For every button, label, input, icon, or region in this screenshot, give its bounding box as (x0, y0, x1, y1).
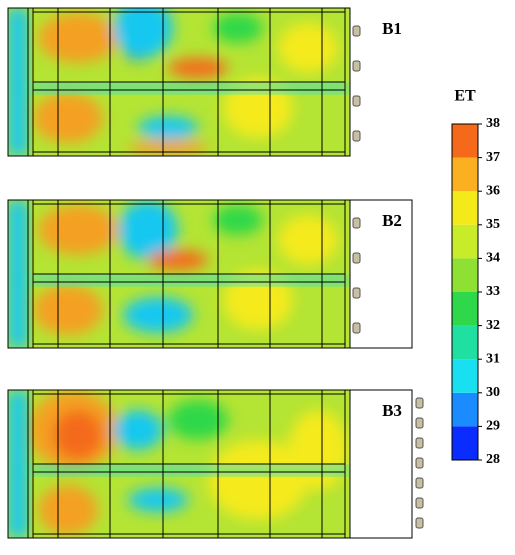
contour-panel: B3 (7, 389, 424, 539)
zone-outline (32, 471, 346, 535)
field-blob (168, 58, 228, 78)
field-blob (38, 485, 98, 535)
connector (352, 217, 361, 229)
contour-panel: B1 (7, 7, 402, 157)
field-blob (138, 116, 198, 140)
panel-label: B1 (382, 19, 402, 38)
field-blob (168, 400, 228, 440)
colorbar-tick-label: 35 (486, 217, 500, 232)
mid-strip (30, 276, 350, 285)
colorbar-band (452, 359, 478, 393)
connector (352, 60, 361, 72)
connector (352, 252, 361, 264)
connector (415, 497, 424, 509)
colorbar-band (452, 224, 478, 259)
mid-strip (30, 84, 350, 93)
colorbar-band (452, 325, 478, 360)
zone-outline (32, 281, 346, 345)
field-blob (38, 205, 118, 255)
field-blob (128, 488, 188, 512)
inlet-strip (8, 200, 28, 348)
connector (352, 95, 361, 107)
side-box (349, 389, 413, 539)
zone-outline (32, 11, 346, 83)
colorbar-tick-label: 36 (486, 183, 500, 198)
connector (415, 517, 424, 529)
field-blob (213, 13, 263, 43)
colorbar-tick-label: 33 (486, 284, 500, 299)
panel-label: B2 (382, 211, 402, 230)
field-blobs (28, 390, 348, 535)
contour-panel: B2 (7, 199, 413, 349)
connector (352, 322, 361, 334)
inlet-strip (8, 390, 28, 538)
connector (415, 477, 424, 489)
field-blob (208, 440, 308, 520)
field-blob (128, 140, 208, 156)
field-blob (53, 410, 103, 460)
colorbar-tick-label: 30 (486, 385, 500, 400)
colorbar-band (452, 258, 478, 292)
colorbar-band (452, 124, 478, 158)
connector (415, 437, 424, 449)
colorbar-tick-label: 32 (486, 318, 500, 333)
colorbar-tick-label: 38 (486, 116, 500, 131)
field-blob (213, 205, 263, 235)
field-blob (113, 410, 163, 450)
panel-frame (7, 199, 351, 349)
field-blob (113, 8, 173, 58)
field-blob (278, 23, 338, 73)
field-blob (288, 410, 348, 490)
connector (415, 397, 424, 409)
field-blob (278, 215, 338, 265)
colorbar-band (452, 392, 478, 427)
colorbar-tick-label: 28 (486, 452, 500, 467)
colorbar-band (452, 292, 478, 326)
field-blobs (33, 8, 338, 156)
colorbar-tick-label: 34 (486, 251, 500, 266)
zone-outline (32, 393, 346, 465)
connector (352, 130, 361, 142)
inlet-strip (8, 8, 28, 156)
field-blob (33, 93, 103, 143)
colorbar-band (452, 191, 478, 225)
zone-outline (32, 203, 346, 275)
panel-frame (7, 7, 351, 157)
connector (415, 457, 424, 469)
connector (415, 417, 424, 429)
zone-outline (32, 89, 346, 153)
connector (352, 287, 361, 299)
colorbar-tick-label: 29 (486, 419, 500, 434)
contour-field (8, 8, 350, 156)
connector (352, 25, 361, 37)
colorbar-band (452, 157, 478, 192)
field-blob (123, 297, 193, 333)
field-blob (33, 285, 103, 335)
colorbar-tick-label: 31 (486, 351, 500, 366)
colorbar-band (452, 426, 478, 460)
field-blob (38, 13, 118, 63)
colorbar-title: ET (454, 88, 476, 105)
field-blob (148, 250, 208, 270)
panel-frame (7, 389, 351, 539)
colorbar-tick-label: 37 (486, 150, 500, 165)
panel-label: B3 (382, 401, 402, 420)
mid-strip (30, 466, 350, 475)
